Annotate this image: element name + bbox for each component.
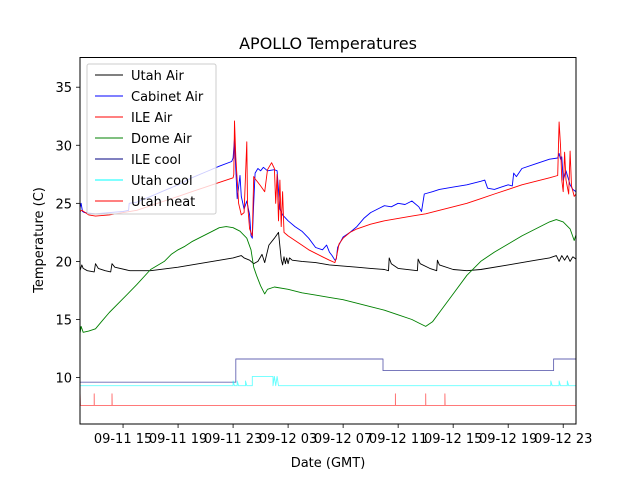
chart-title: APOLLO Temperatures [239,34,417,53]
y-tick-label: 25 [55,197,72,212]
legend-label-cabinet-air: Cabinet Air [131,90,204,105]
y-tick-label: 35 [55,81,72,96]
x-tick-label: 09-11 15 [94,432,152,447]
x-tick-label: 09-12 23 [534,432,592,447]
y-axis-label: Temperature (C) [32,187,47,294]
legend-label-utah-heat: Utah heat [131,195,195,210]
y-tick-label: 20 [55,255,72,270]
x-tick-label: 09-12 07 [314,432,372,447]
x-tick-label: 09-12 15 [424,432,482,447]
legend-label-utah-cool: Utah cool [131,174,193,189]
y-tick-label: 15 [55,313,72,328]
x-tick-label: 09-12 11 [369,432,427,447]
y-tick-label: 10 [55,372,72,387]
series-line-dome-air [80,219,576,334]
y-tick-label: 30 [55,139,72,154]
x-axis-label: Date (GMT) [291,456,366,471]
series-line-ile-cool [80,358,576,383]
x-tick-label: 09-12 03 [259,432,317,447]
legend-label-ile-air: ILE Air [131,111,173,126]
legend-box [86,63,217,215]
series-line-utah-heat [80,391,576,415]
legend: Utah Air Cabinet Air ILE Air Dome Air ILE co… [86,63,217,215]
legend-label-ile-cool: ILE cool [131,153,181,168]
axes-frame [79,57,577,425]
legend-label-dome-air: Dome Air [131,132,192,147]
series-line-ile-air [80,120,576,264]
series-line-utah-air [80,231,576,273]
x-tick-label: 09-12 19 [479,432,537,447]
x-tick-label: 09-11 23 [204,432,262,447]
series-line-utah-cool [80,375,576,387]
legend-label-utah-air: Utah Air [131,69,184,84]
y-axis: 10 15 20 25 30 35 [55,81,80,387]
x-tick-label: 09-11 19 [149,432,207,447]
